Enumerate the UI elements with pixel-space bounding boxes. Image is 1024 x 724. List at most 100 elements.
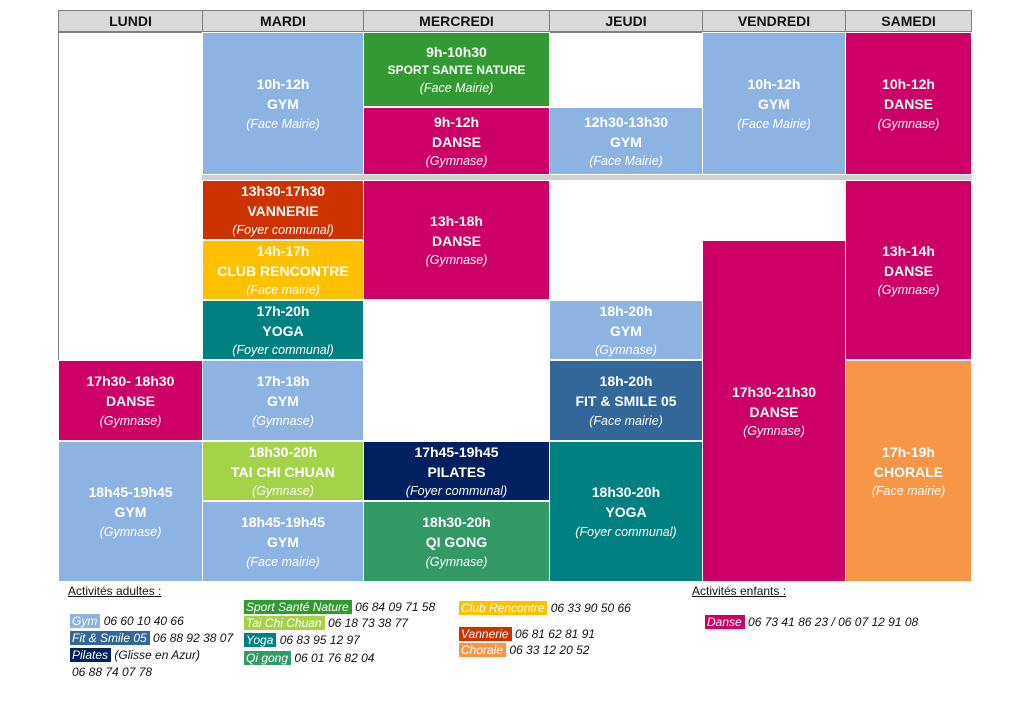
legend-phone: 06 60 10 40 66 — [103, 614, 184, 628]
activity-time: 9h-12h — [433, 113, 480, 130]
legend-phone: 06 83 95 12 97 — [279, 633, 360, 647]
activity-block-gym: 18h-20h GYM (Gymnase) — [549, 300, 703, 360]
activity-block-qigong: 18h30-20h QI GONG (Gymnase) — [363, 501, 550, 582]
activity-place: (Gymnase) — [743, 424, 805, 439]
legend-color-tag: Sport Santé Nature — [244, 600, 352, 614]
activity-block-yoga: 18h30-20h YOGA (Foyer communal) — [549, 441, 703, 582]
activity-name: SPORT SANTE NATURE — [387, 62, 526, 77]
activity-place: (Gymnase) — [99, 524, 162, 539]
activity-name: DANSE — [431, 133, 481, 150]
legend-phone: 06 88 92 38 07 — [153, 631, 234, 645]
activity-block-chorale: 17h-19h CHORALE (Face mairie) — [845, 360, 972, 582]
activity-name: YOGA — [605, 504, 647, 521]
legend-item: 06 88 74 07 78 — [72, 665, 152, 679]
activity-name: DANSE — [883, 96, 933, 113]
activity-name: YOGA — [262, 322, 304, 339]
activity-name: GYM — [758, 96, 790, 113]
activity-block-taichi: 18h30-20h TAI CHI CHUAN (Gymnase) — [202, 441, 364, 501]
adults-title: Activités adultes : — [68, 584, 162, 598]
activity-name: VANNERIE — [247, 202, 319, 219]
activity-name: DANSE — [431, 232, 481, 249]
activity-time: 13h30-17h30 — [240, 182, 326, 199]
activity-block-gym: 10h-12h GYM (Face Mairie) — [202, 32, 364, 175]
activity-time: 18h30-20h — [591, 484, 661, 501]
legend-item: Tai Chi Chuan 06 18 73 38 77 — [244, 616, 408, 630]
activity-block-gym: 10h-12h GYM (Face Mairie) — [702, 32, 846, 175]
header-lundi: LUNDI — [58, 10, 203, 32]
activity-block-danse: 9h-12h DANSE (Gymnase) — [363, 107, 550, 175]
activity-place: (Gymnase) — [425, 154, 488, 169]
activity-place: (Face mairie) — [246, 283, 320, 298]
activity-time: 17h-20h — [256, 302, 310, 319]
activity-name: QI GONG — [425, 534, 488, 551]
activity-time: 14h-17h — [256, 242, 310, 259]
activity-place: (Foyer communal) — [232, 223, 334, 238]
activity-name: GYM — [114, 504, 147, 521]
midday-divider — [202, 175, 972, 180]
activity-time: 12h30-13h30 — [583, 113, 669, 130]
activity-name: GYM — [267, 534, 299, 551]
activity-time: 10h-12h — [747, 76, 801, 93]
legend-phone: 06 88 74 07 78 — [72, 665, 153, 679]
activity-time: 17h45-19h45 — [414, 443, 499, 460]
activity-place: (Gymnase) — [252, 413, 314, 428]
activity-place: (Face Mairie) — [737, 116, 811, 131]
activity-block-gym: 17h-18h GYM (Gymnase) — [202, 360, 364, 441]
header-jeudi: JEUDI — [549, 10, 703, 32]
activity-block-vannerie: 13h30-17h30 VANNERIE (Foyer communal) — [202, 180, 364, 240]
activity-time: 17h-18h — [256, 373, 310, 390]
legend-color-tag: Chorale — [459, 643, 507, 657]
activity-time: 17h30- 18h30 — [86, 373, 175, 390]
activity-time: 18h-20h — [599, 302, 653, 319]
activity-block-danse: 13h-14h DANSE (Gymnase) — [845, 180, 972, 360]
activity-place: (Gymnase) — [877, 116, 940, 131]
legend-item: Club Rencontre 06 33 90 50 66 — [459, 601, 631, 615]
header-mercredi: MERCREDI — [363, 10, 550, 32]
legend-color-tag: Vannerie — [459, 627, 512, 641]
legend-item: Vannerie 06 81 62 81 91 — [459, 627, 595, 641]
activity-name: DANSE — [105, 393, 155, 410]
activity-time: 13h-18h — [430, 212, 483, 229]
legend-item: Pilates (Glisse en Azur) — [70, 648, 200, 662]
activity-block-yoga: 17h-20h YOGA (Foyer communal) — [202, 300, 364, 360]
activity-name: DANSE — [883, 262, 933, 279]
activity-place: (Gymnase) — [99, 413, 162, 428]
activity-block-danse: 17h30- 18h30 DANSE (Gymnase) — [58, 360, 203, 441]
legend-item: Danse 06 73 41 86 23 / 06 07 12 91 08 — [705, 615, 918, 629]
activity-place: (Face Mairie) — [246, 116, 320, 131]
activity-time: 17h-19h — [882, 443, 935, 460]
activity-place: (Foyer communal) — [232, 343, 334, 358]
activity-place: (Face mairie) — [589, 413, 663, 428]
legend-phone: (Glisse en Azur) — [114, 648, 200, 662]
activity-time: 18h45-19h45 — [240, 514, 326, 531]
activity-time: 17h30-21h30 — [731, 383, 817, 400]
legend-phone: 06 33 12 20 52 — [509, 643, 590, 657]
activity-place: (Foyer communal) — [405, 484, 508, 499]
activity-block-club: 14h-17h CLUB RENCONTRE (Face mairie) — [202, 240, 364, 300]
activity-place: (Foyer communal) — [575, 524, 677, 539]
activity-name: GYM — [267, 393, 299, 410]
legend-item: Sport Santé Nature 06 84 09 71 58 — [244, 600, 435, 614]
activity-name: PILATES — [427, 463, 486, 480]
activity-time: 9h-10h30 — [426, 43, 487, 60]
legend-color-tag: Gym — [70, 614, 101, 628]
activity-name: CHORALE — [873, 463, 944, 480]
legend-color-tag: Yoga — [244, 633, 277, 647]
legend-phone: 06 33 90 50 66 — [550, 601, 631, 615]
activity-place: (Gymnase) — [252, 484, 314, 499]
activity-name: TAI CHI CHUAN — [231, 463, 335, 480]
activity-block-pilates: 17h45-19h45 PILATES (Foyer communal) — [363, 441, 550, 501]
activity-time: 10h-12h — [256, 76, 310, 93]
activity-block-danse: 17h30-21h30 DANSE (Gymnase) — [702, 240, 846, 582]
header-vendredi: VENDREDI — [702, 10, 846, 32]
header-mardi: MARDI — [202, 10, 364, 32]
activity-block-fit: 18h-20h FIT & SMILE 05 (Face mairie) — [549, 360, 703, 441]
activity-place: (Face mairie) — [246, 554, 320, 569]
legend-phone: 06 73 41 86 23 / 06 07 12 91 08 — [748, 615, 919, 629]
activity-time: 18h45-19h45 — [88, 484, 173, 501]
children-title: Activités enfants : — [692, 584, 787, 598]
activity-place: (Face Mairie) — [419, 81, 494, 96]
activity-name: GYM — [610, 133, 642, 150]
activity-name: GYM — [267, 96, 299, 113]
legend-phone: 06 84 09 71 58 — [355, 600, 436, 614]
